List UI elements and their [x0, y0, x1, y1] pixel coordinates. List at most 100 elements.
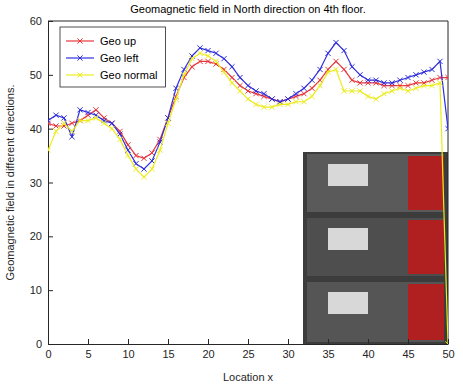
marker [301, 99, 306, 104]
axis-line [49, 344, 449, 345]
marker [141, 166, 146, 171]
legend-box [60, 27, 165, 87]
marker [437, 80, 442, 85]
marker [357, 88, 362, 93]
title: Geomagnetic field in North direction on … [130, 3, 365, 15]
legend-label: Geo left [100, 52, 139, 64]
marker [93, 115, 98, 120]
marker [381, 83, 386, 88]
marker [293, 99, 298, 104]
plot: 051015202530354045500102030405060Geo upG… [30, 15, 455, 360]
tick-mark [48, 290, 53, 291]
marker [285, 102, 290, 107]
y-axis-title: Geomagnetic field in different direction… [4, 84, 16, 280]
marker [69, 129, 74, 134]
marker [445, 126, 448, 131]
marker [389, 83, 394, 88]
marker [157, 148, 162, 153]
marker [149, 158, 154, 163]
marker [277, 99, 282, 104]
x-axis-title: Location x [223, 371, 274, 383]
tick-mark [368, 339, 369, 344]
x-axis: 05101520253035404550 [45, 339, 454, 360]
tick-label: 0 [36, 338, 42, 350]
marker [325, 70, 330, 75]
marker [61, 115, 66, 120]
tick-mark [48, 183, 53, 184]
marker [349, 78, 354, 83]
marker [389, 80, 394, 85]
marker [125, 153, 130, 158]
marker [269, 105, 274, 110]
marker [205, 53, 210, 58]
marker [421, 83, 426, 88]
marker [61, 123, 66, 128]
marker [333, 67, 338, 72]
marker [317, 83, 322, 88]
tick: 40 [362, 339, 374, 360]
marker [253, 88, 258, 93]
tick: 45 [402, 339, 414, 360]
marker [397, 78, 402, 83]
marker [405, 83, 410, 88]
marker [301, 91, 306, 96]
marker [269, 96, 274, 101]
marker [197, 51, 202, 56]
marker [413, 86, 418, 91]
marker [181, 72, 186, 77]
legend-marker [77, 72, 82, 77]
marker [293, 91, 298, 96]
marker [149, 150, 154, 155]
inset-person [408, 220, 444, 274]
marker [333, 59, 338, 64]
frame [48, 21, 448, 22]
marker [189, 56, 194, 61]
marker [413, 72, 418, 77]
marker [341, 88, 346, 93]
marker [357, 72, 362, 77]
marker [117, 137, 122, 142]
tick-label: 10 [122, 348, 134, 360]
marker [61, 121, 66, 126]
marker [213, 51, 218, 56]
tick-label: 35 [322, 348, 334, 360]
series-line [48, 61, 448, 158]
legend-label: Geo normal [100, 69, 157, 81]
tick: 10 [122, 339, 134, 360]
marker [421, 70, 426, 75]
marker [149, 166, 154, 171]
marker [77, 107, 82, 112]
marker [277, 102, 282, 107]
marker [133, 166, 138, 171]
legend-label: Geo up [100, 35, 136, 47]
tick-label: 60 [30, 15, 42, 27]
tick: 50 [30, 69, 53, 81]
frame [448, 21, 449, 344]
inset-phone [328, 228, 368, 250]
tick: 20 [30, 230, 53, 242]
marker [253, 102, 258, 107]
marker [165, 121, 170, 126]
inset-panel [307, 282, 444, 342]
marker [93, 107, 98, 112]
marker [333, 40, 338, 45]
marker [349, 64, 354, 69]
marker [309, 94, 314, 99]
tick-label: 0 [45, 348, 51, 360]
tick-label: 10 [30, 284, 42, 296]
tick: 35 [322, 339, 334, 360]
legend-marker [77, 38, 82, 43]
tick-label: 15 [162, 348, 174, 360]
marker [85, 110, 90, 115]
marker [197, 59, 202, 64]
marker [141, 175, 146, 180]
marker [365, 80, 370, 85]
tick-mark [288, 339, 289, 344]
marker [77, 118, 82, 123]
marker [365, 94, 370, 99]
marker [381, 91, 386, 96]
tick-label: 30 [30, 177, 42, 189]
tick-label: 20 [30, 230, 42, 242]
tick-mark [128, 339, 129, 344]
marker [229, 80, 234, 85]
